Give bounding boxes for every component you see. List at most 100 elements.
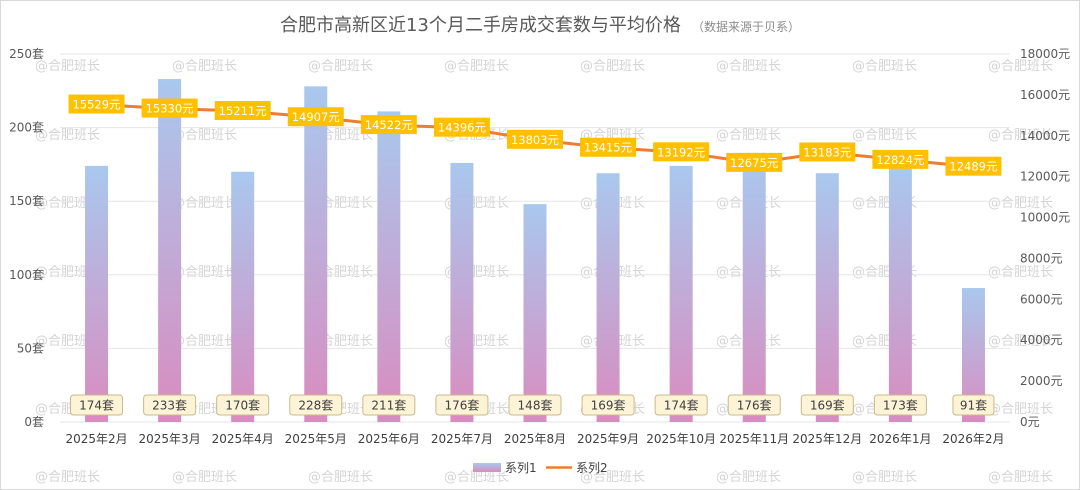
watermark-text: @合肥班长 <box>308 470 373 485</box>
watermark-text: @合肥班长 <box>580 470 645 485</box>
bar-label-box <box>70 394 124 416</box>
right-tick-label: 0元 <box>1020 415 1040 429</box>
left-axis: 0套 50套 100套 150套 200套 250套 <box>9 47 44 429</box>
bar <box>304 86 328 422</box>
bar-label-box <box>873 394 927 416</box>
x-tick-label: 2025年3月 <box>139 432 201 446</box>
bar <box>961 288 985 422</box>
watermark-text: @合肥班长 <box>172 334 237 349</box>
watermark-text: @合肥班长 <box>35 470 100 485</box>
bar-data-label: 174套 <box>79 399 114 413</box>
bar-label-box <box>952 394 995 416</box>
line-data-label: 13803元 <box>511 133 560 147</box>
left-tick-label: 50套 <box>17 341 44 355</box>
watermark-text: @合肥班长 <box>35 196 100 211</box>
x-tick-label: 2026年2月 <box>942 432 1004 446</box>
right-tick-label: 12000元 <box>1020 170 1070 184</box>
x-tick-label: 2025年2月 <box>65 432 127 446</box>
watermark-text: @合肥班长 <box>988 402 1053 417</box>
watermark-text: @合肥班长 <box>444 470 509 485</box>
bar-label-box <box>435 394 489 416</box>
line-label-box <box>214 101 271 121</box>
bar-data-label: 170套 <box>225 399 260 413</box>
bar-data-label: 169套 <box>810 399 845 413</box>
bar-data-label: 211套 <box>371 399 406 413</box>
watermark-text: @合肥班长 <box>988 470 1053 485</box>
watermark-text: @合肥班长 <box>852 128 917 143</box>
bar-label-box <box>143 394 197 416</box>
line-data-label: 15330元 <box>146 102 195 116</box>
left-tick-label: 0套 <box>24 415 44 429</box>
x-tick-label: 2025年5月 <box>285 432 347 446</box>
bar-data-label: 173套 <box>883 399 918 413</box>
line-label-box <box>68 94 125 114</box>
watermark-text: @合肥班长 <box>172 59 237 74</box>
bar-label-box <box>654 394 708 416</box>
bar <box>85 165 109 422</box>
bar <box>158 79 182 423</box>
line-data-label: 14522元 <box>365 118 414 132</box>
watermark-text: @合肥班长 <box>988 59 1053 74</box>
bar-data-label: 228套 <box>298 399 333 413</box>
line-label-box <box>507 129 563 149</box>
watermark-text: @合肥班长 <box>988 265 1053 280</box>
line-label-box <box>433 117 490 137</box>
line-data-label: 14907元 <box>292 110 341 124</box>
line-data-label: 13183元 <box>803 145 852 159</box>
right-tick-label: 16000元 <box>1020 88 1070 102</box>
legend-label-series-1: 系列1 <box>505 461 537 475</box>
line-data-label: 13415元 <box>584 141 633 155</box>
bar <box>231 171 255 422</box>
watermark-text: @合肥班长 <box>988 334 1053 349</box>
bar-data-label: 91套 <box>960 399 987 413</box>
watermark-text: @合肥班长 <box>580 59 645 74</box>
watermark-text: @合肥班长 <box>35 128 100 143</box>
bar-label-box <box>289 394 343 416</box>
watermark-text: @合肥班长 <box>172 265 237 280</box>
watermark-text: @合肥班长 <box>35 59 100 74</box>
x-tick-label: 2025年7月 <box>431 432 493 446</box>
line-label-box <box>872 149 929 169</box>
watermark-text: @合肥班长 <box>172 196 237 211</box>
line-data-label: 12675元 <box>730 156 779 170</box>
bar <box>888 167 912 422</box>
watermark-text: @合肥班长 <box>172 128 237 143</box>
line-label-box <box>799 142 856 162</box>
chart-title-main: 合肥市高新区近13个月二手房成交套数与平均价格 <box>280 15 681 36</box>
bar-label-box <box>727 394 781 416</box>
bar-series-1 <box>85 79 985 423</box>
bar <box>815 173 839 422</box>
right-tick-label: 6000元 <box>1020 292 1063 306</box>
bar-label-box <box>216 394 270 416</box>
line-label-box <box>287 107 344 127</box>
right-tick-label: 10000元 <box>1020 211 1070 225</box>
watermark-text: @合肥班长 <box>716 470 781 485</box>
x-tick-label: 2025年8月 <box>504 432 566 446</box>
bar-label-box <box>581 394 635 416</box>
bar-data-label: 174套 <box>664 399 699 413</box>
x-tick-label: 2025年4月 <box>212 432 274 446</box>
watermark-text: @合肥班长 <box>35 334 100 349</box>
bar <box>669 165 693 422</box>
right-tick-label: 2000元 <box>1020 374 1063 388</box>
x-tick-label: 2025年6月 <box>358 432 420 446</box>
watermark-text: @合肥班长 <box>852 470 917 485</box>
right-tick-label: 4000元 <box>1020 333 1063 347</box>
chart-title: 合肥市高新区近13个月二手房成交套数与平均价格 （数据来源于贝系） <box>280 15 800 36</box>
watermark-text: @合肥班长 <box>172 470 237 485</box>
legend: 系列1 系列2 <box>473 461 608 475</box>
right-axis: 0元 2000元 4000元 6000元 8000元 10000元 12000元 14000元… <box>1020 47 1070 429</box>
bar-label-box <box>508 394 562 416</box>
bar-data-label: 176套 <box>444 399 479 413</box>
x-tick-label: 2026年1月 <box>869 432 931 446</box>
line-data-labels: 15529元 15330元 15211元 14907元 14522元 14396元 1380… <box>68 94 1002 176</box>
right-tick-label: 14000元 <box>1020 129 1070 143</box>
line-label-box <box>580 137 637 157</box>
bar <box>596 173 620 422</box>
x-tick-label: 2025年11月 <box>719 432 789 446</box>
right-tick-label: 8000元 <box>1020 251 1063 265</box>
watermark-text: @合肥班长 <box>308 59 373 74</box>
legend-swatch-series-1 <box>473 463 501 472</box>
bar-data-label: 176套 <box>737 399 772 413</box>
watermark-text: @合肥班长 <box>852 59 917 74</box>
